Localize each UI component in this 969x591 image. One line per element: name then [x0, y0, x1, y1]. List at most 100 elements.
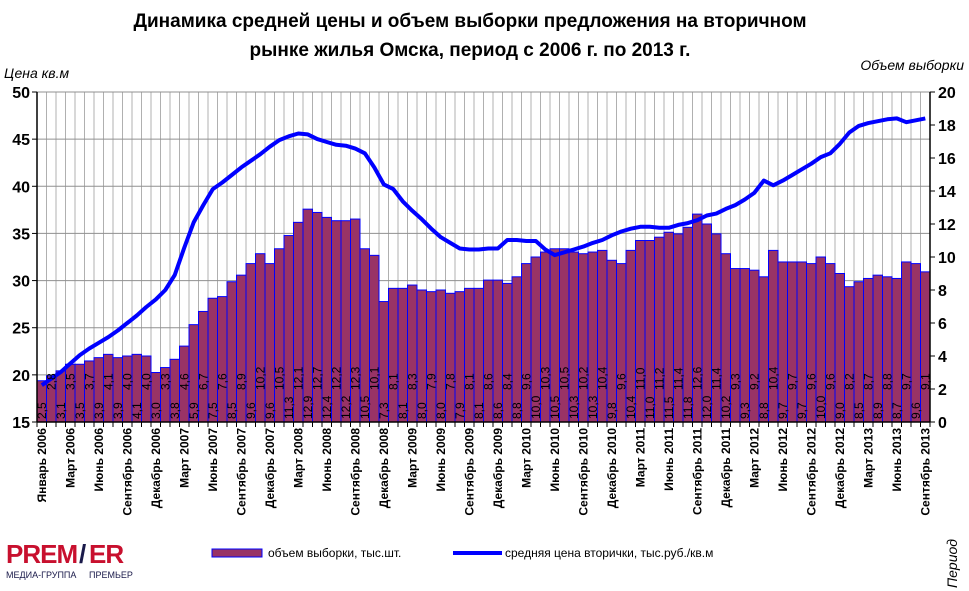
bar-data-label: 8,0 [415, 402, 429, 419]
bar-data-label: 10,4 [595, 366, 609, 390]
bar-data-label: 12,7 [310, 366, 324, 390]
x-tick-label: Июнь 2008 [320, 428, 334, 492]
bar-data-label: 11,4 [709, 367, 723, 390]
right-tick-label: 6 [938, 316, 947, 333]
bar-data-label: 2,8 [44, 373, 58, 390]
bar-data-label: 10,3 [538, 366, 552, 390]
bar-data-label: 11,5 [662, 396, 676, 419]
volume-bar [872, 274, 883, 423]
bar-data-label: 8,4 [500, 373, 514, 390]
bar-data-label: 10,0 [529, 395, 543, 419]
volume-bar [255, 253, 266, 423]
left-tick-label: 25 [12, 321, 30, 338]
bar-data-label: 7,6 [215, 373, 229, 390]
volume-bar [236, 274, 247, 423]
right-tick-label: 0 [938, 415, 947, 432]
bar-data-label: 8,6 [481, 373, 495, 390]
bar-data-label: 8,8 [757, 402, 771, 419]
right-axis-title: Объем выборки [860, 57, 964, 73]
bar-data-label: 9,6 [614, 373, 628, 390]
bar-data-label: 7,3 [377, 402, 391, 419]
right-tick-label: 16 [938, 151, 956, 168]
volume-bar [492, 279, 503, 423]
volume-bar [920, 271, 931, 423]
left-tick-label: 45 [12, 132, 30, 149]
x-tick-label: Июнь 2006 [92, 428, 106, 492]
x-axis-title: Период [944, 539, 960, 588]
volume-bar [388, 287, 399, 423]
bar-data-label: 8,1 [386, 373, 400, 390]
bar-data-label: 6,7 [196, 373, 210, 390]
bar-data-label: 4,6 [177, 373, 191, 390]
volume-bar [749, 269, 760, 423]
bar-data-label: 11,3 [282, 396, 296, 419]
x-tick-label: Сентябрь 2007 [234, 428, 248, 516]
volume-bar [511, 276, 522, 423]
bar-data-label: 8,6 [491, 402, 505, 419]
bar-data-label: 8,5 [852, 402, 866, 419]
bars [36, 208, 931, 423]
price-line [40, 116, 926, 387]
volume-bar [654, 236, 665, 423]
volume-bar [226, 281, 237, 423]
x-tick-label: Сентябрь 2008 [348, 428, 362, 516]
volume-bar [739, 268, 750, 423]
volume-bar [416, 289, 427, 423]
left-tick-label: 50 [12, 85, 30, 102]
right-tick-label: 20 [938, 85, 956, 102]
svg-text:ER: ER [89, 539, 124, 569]
x-tick-label: Июнь 2013 [890, 428, 904, 492]
bar-data-label: 3,7 [82, 373, 96, 390]
volume-bar [891, 277, 902, 423]
volume-bar [787, 261, 798, 423]
bar-data-label: 12,1 [291, 366, 305, 390]
volume-bar [264, 263, 275, 423]
bar-data-label: 10,5 [358, 395, 372, 419]
x-tick-label: Сентябрь 2012 [804, 428, 818, 516]
volume-bar [321, 216, 332, 423]
bar-data-label: 3,8 [168, 402, 182, 419]
volume-bar [473, 287, 484, 423]
volume-bar [606, 259, 617, 423]
volume-bar [768, 249, 779, 423]
chart-title-line2: рынке жилья Омска, период с 2006 г. по 2… [250, 40, 691, 61]
bar-data-label: 4,0 [120, 373, 134, 390]
volume-bar [350, 218, 361, 423]
bar-data-label: 9,1 [918, 373, 932, 390]
bar-data-label: 7,9 [424, 373, 438, 390]
volume-bar [407, 284, 418, 423]
volume-bar [682, 226, 693, 423]
volume-bar [863, 277, 874, 423]
volume-bar [245, 263, 256, 423]
bar-data-label: 9,7 [785, 373, 799, 390]
x-tick-label: Март 2012 [747, 428, 761, 488]
left-axis-title: Цена кв.м [4, 65, 69, 81]
x-tick-label: Март 2011 [633, 428, 647, 488]
bar-data-label: 9,7 [776, 402, 790, 419]
volume-bar [673, 233, 684, 423]
bar-data-label: 7,9 [453, 402, 467, 419]
x-tick-label: Сентябрь 2009 [462, 428, 476, 516]
bar-data-label: 10,4 [624, 395, 638, 419]
data-labels: 2,5 2,8 3,1 3,5 3,5 3,7 3,9 4,1 3,9 4,0 4,1 4,0 3,0 3… [35, 366, 932, 419]
bar-data-label: 8,2 [842, 373, 856, 390]
bar-data-label: 11,0 [643, 396, 657, 419]
x-tick-label: Июнь 2011 [662, 428, 676, 491]
bar-data-label: 9,6 [909, 402, 923, 419]
volume-bar [701, 223, 712, 423]
bar-data-label: 9,0 [833, 402, 847, 419]
bar-data-label: 11,2 [652, 367, 666, 390]
x-tick-label: Декабрь 2010 [605, 428, 619, 509]
x-tick-label: Март 2008 [291, 428, 305, 488]
volume-bar [283, 235, 294, 423]
bar-data-label: 8,9 [234, 373, 248, 390]
bar-data-label: 8,1 [396, 402, 410, 419]
bar-data-label: 9,7 [899, 373, 913, 390]
bar-data-label: 9,3 [738, 402, 752, 419]
svg-text:/: / [79, 539, 86, 569]
bar-data-label: 8,5 [225, 402, 239, 419]
volume-bar [853, 281, 864, 423]
volume-bar [663, 231, 674, 423]
bar-data-label: 10,2 [253, 366, 267, 390]
